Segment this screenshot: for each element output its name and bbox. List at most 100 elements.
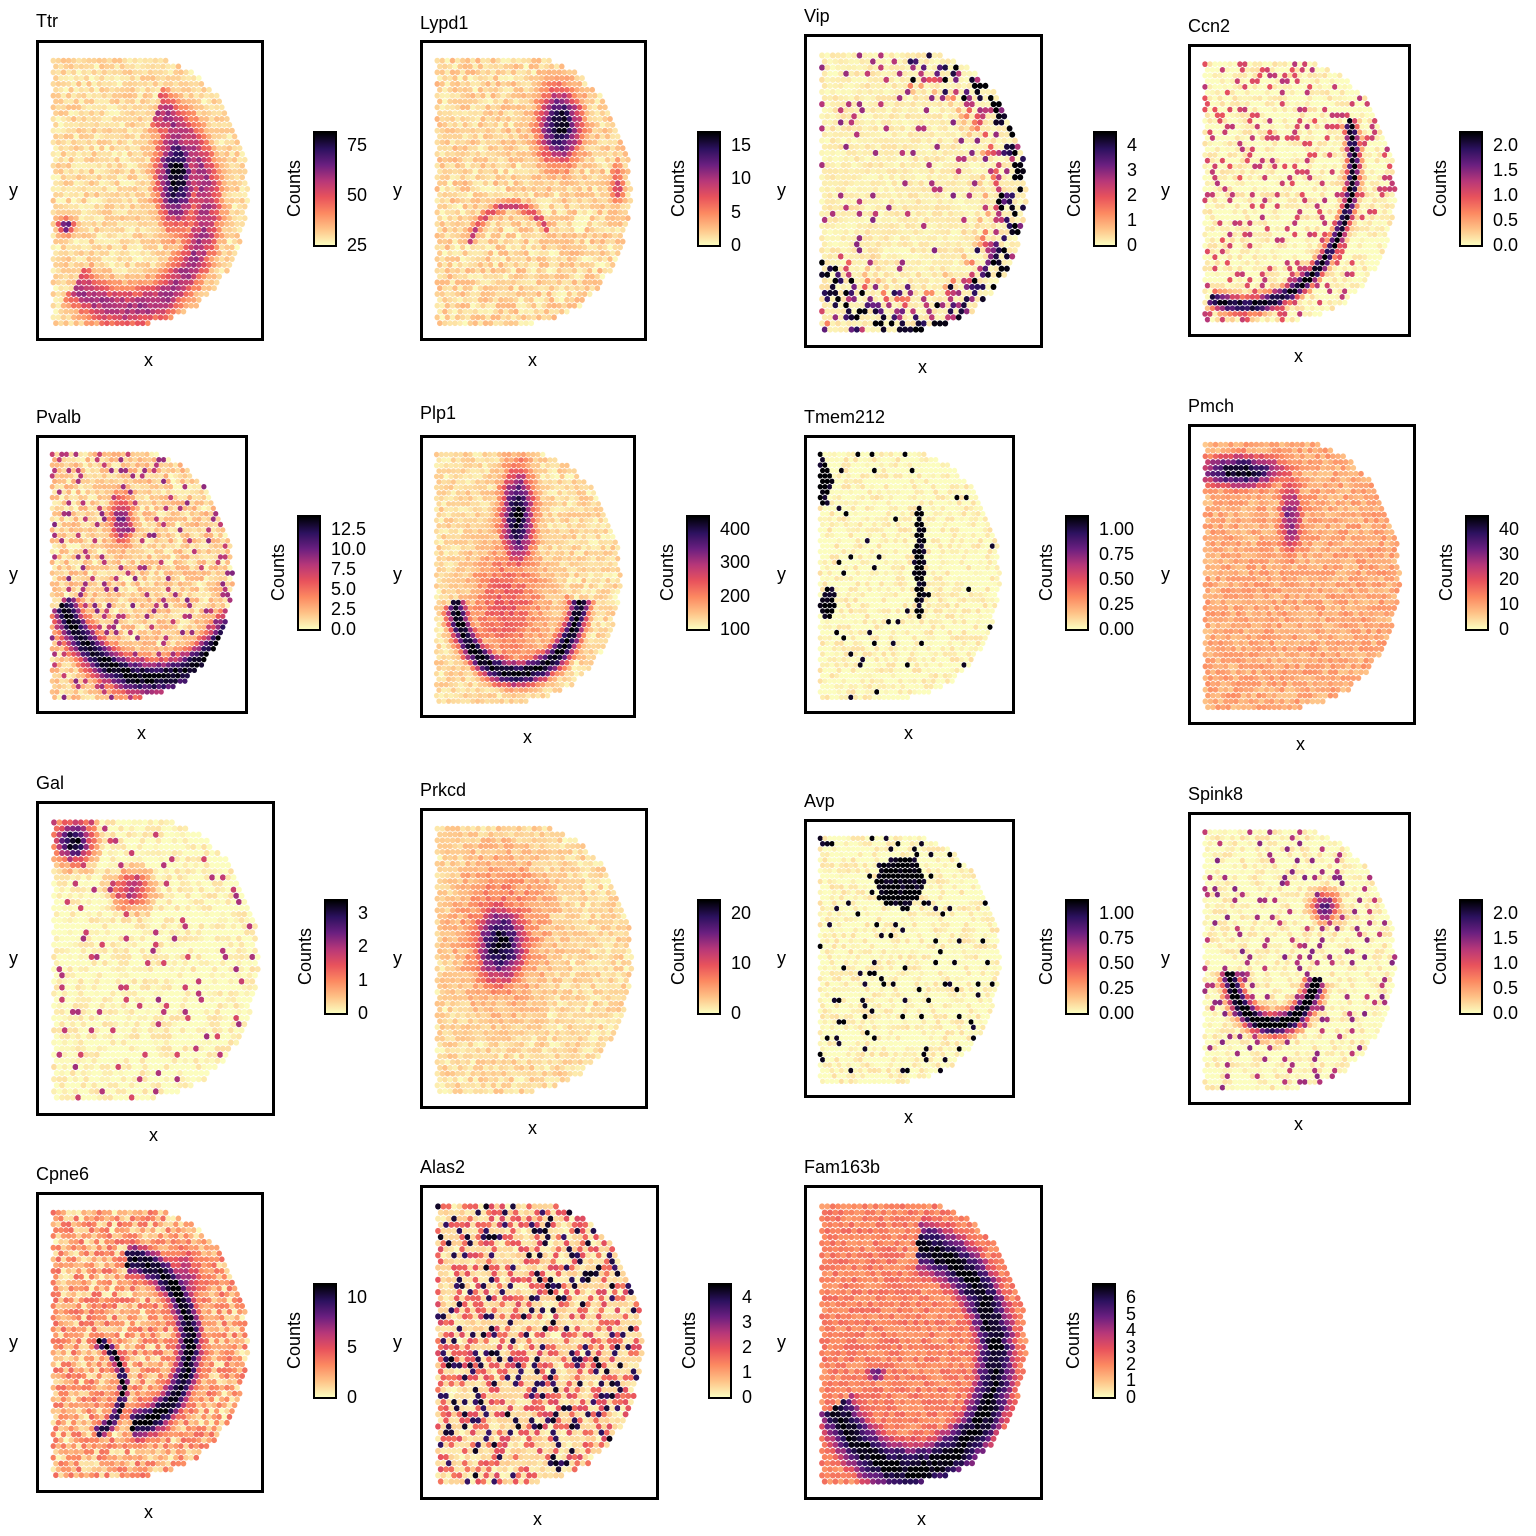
spot: [73, 75, 80, 82]
spot: [886, 131, 892, 138]
spot: [206, 238, 212, 245]
spot: [899, 296, 906, 303]
spot: [454, 116, 461, 122]
spot: [961, 107, 967, 114]
spot: [492, 180, 499, 187]
spot: [175, 191, 182, 198]
spot: [1332, 106, 1338, 113]
spot: [447, 250, 453, 257]
spot: [155, 133, 161, 140]
spot: [543, 308, 550, 315]
spot: [116, 104, 123, 111]
spot: [872, 235, 879, 242]
spot: [65, 197, 72, 204]
spot: [437, 110, 443, 117]
spot: [928, 216, 935, 223]
spot: [160, 250, 166, 257]
spot: [134, 203, 141, 210]
spot: [206, 261, 212, 268]
spot: [1307, 61, 1313, 68]
spot: [167, 69, 174, 76]
spot: [589, 261, 596, 268]
spot: [990, 88, 997, 96]
spot: [96, 209, 103, 216]
spot: [76, 104, 82, 111]
spot: [819, 52, 825, 59]
spot: [91, 127, 97, 134]
spot: [525, 232, 532, 239]
spot: [856, 296, 863, 303]
spot: [83, 180, 90, 187]
spot: [96, 92, 103, 99]
spot: [872, 125, 879, 132]
spot: [70, 209, 77, 216]
spot: [96, 232, 103, 239]
spot: [840, 222, 847, 230]
spot: [1004, 216, 1010, 223]
spot: [231, 215, 238, 222]
spot: [178, 197, 184, 204]
spot: [915, 210, 922, 217]
spot: [487, 156, 494, 163]
spot: [1327, 83, 1333, 90]
spot: [1224, 101, 1231, 107]
spot: [490, 256, 496, 262]
spot: [821, 192, 828, 199]
spot: [875, 265, 882, 272]
spot: [1234, 78, 1241, 85]
spot: [472, 168, 479, 175]
spot: [982, 82, 989, 89]
spot: [604, 168, 611, 175]
spot: [543, 215, 550, 222]
spot: [870, 119, 876, 126]
spot: [607, 197, 613, 204]
spot: [586, 162, 593, 169]
spot: [891, 241, 898, 248]
spot: [183, 232, 189, 239]
spot: [819, 235, 825, 242]
spot: [891, 168, 898, 175]
spot: [503, 320, 509, 327]
spot: [145, 261, 151, 268]
spot: [1009, 168, 1016, 175]
spot: [1009, 192, 1016, 199]
spot: [829, 283, 836, 290]
spot: [229, 151, 235, 157]
spot: [73, 308, 80, 315]
spot: [835, 64, 842, 71]
spot: [918, 216, 925, 223]
spot: [50, 256, 57, 262]
spot: [859, 253, 866, 260]
spot: [937, 198, 943, 205]
spot: [592, 92, 598, 99]
spot: [574, 203, 580, 210]
spot: [1202, 83, 1208, 90]
spot: [853, 82, 860, 89]
spot: [206, 156, 212, 163]
spot: [523, 296, 529, 303]
spot: [586, 279, 593, 286]
spot: [111, 116, 118, 122]
spot: [614, 226, 621, 233]
spot: [821, 241, 828, 248]
spot: [1022, 186, 1029, 193]
spot: [81, 151, 87, 157]
spot: [93, 110, 100, 117]
spot: [492, 75, 499, 82]
spot: [878, 308, 884, 315]
spot: [581, 127, 588, 134]
spot: [459, 116, 466, 122]
spot: [167, 127, 174, 134]
spot: [886, 119, 892, 126]
spot: [457, 63, 463, 70]
spot: [528, 86, 535, 93]
spot: [928, 277, 935, 284]
spot: [1284, 101, 1291, 107]
spot: [969, 113, 975, 120]
spot: [109, 180, 115, 187]
spot: [1217, 72, 1223, 79]
spot: [586, 267, 593, 274]
spot: [86, 302, 92, 309]
spot: [183, 162, 189, 169]
spot: [185, 133, 192, 140]
